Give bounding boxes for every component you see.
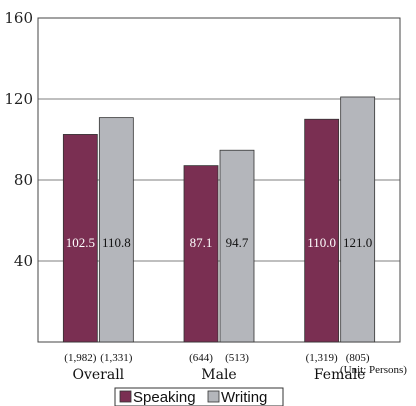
category-label: Female bbox=[314, 367, 366, 383]
y-tick-label: 120 bbox=[4, 90, 33, 108]
category-label: Male bbox=[201, 367, 236, 383]
legend: Speaking Writing bbox=[114, 387, 284, 406]
count-label: (1,331) bbox=[100, 352, 132, 364]
bar-speaking-male bbox=[183, 165, 219, 343]
data-label: 110.8 bbox=[102, 235, 131, 250]
category-label: Overall bbox=[72, 367, 124, 383]
legend-box bbox=[114, 387, 284, 406]
bar-speaking-overall bbox=[62, 134, 98, 343]
y-tick-label: 160 bbox=[4, 9, 33, 27]
legend-speaking-label: Speaking bbox=[133, 389, 196, 406]
bar-writing-male bbox=[219, 149, 255, 343]
legend-writing-label: Writing bbox=[221, 389, 267, 406]
bar-speaking-female bbox=[304, 118, 340, 343]
data-label: 110.0 bbox=[307, 235, 336, 250]
data-labels: 102.5 110.8 87.1 94.7 110.0 121.0 bbox=[66, 235, 373, 250]
data-label: 102.5 bbox=[66, 235, 95, 250]
y-tick-label: 40 bbox=[14, 252, 33, 270]
gridlines bbox=[38, 98, 400, 262]
category-labels: (1,982) (1,331) Overall (644) (513) Male (1,31… bbox=[64, 352, 370, 383]
data-label: 87.1 bbox=[190, 235, 213, 250]
bars bbox=[62, 96, 376, 343]
count-label: (1,982) bbox=[64, 352, 96, 364]
unit-note: (Unit: Persons) bbox=[340, 364, 407, 376]
legend-writing-swatch bbox=[207, 390, 220, 403]
data-label: 94.7 bbox=[226, 235, 249, 250]
bar-writing-overall bbox=[98, 117, 134, 343]
count-label: (805) bbox=[346, 352, 370, 364]
count-label: (1,319) bbox=[306, 352, 338, 364]
data-label: 121.0 bbox=[343, 235, 372, 250]
bar-writing-female bbox=[340, 96, 376, 343]
y-axis-ticks: 40 80 120 160 bbox=[4, 9, 33, 270]
count-label: (644) bbox=[189, 352, 213, 364]
count-label: (513) bbox=[225, 352, 249, 364]
y-tick-label: 80 bbox=[14, 171, 33, 189]
legend-speaking-swatch bbox=[119, 390, 132, 403]
